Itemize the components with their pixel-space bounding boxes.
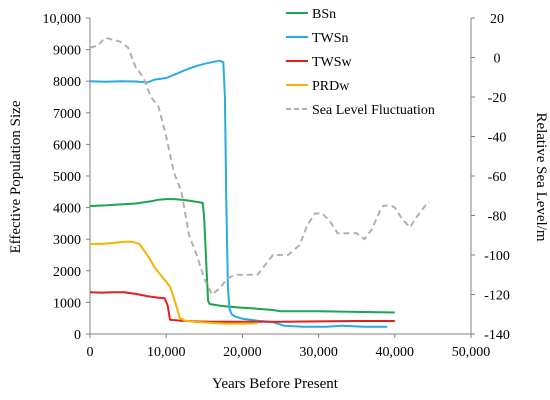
y-tick-label: 10,000 <box>43 12 82 27</box>
y-tick-label: 8000 <box>53 75 81 90</box>
x-tick-label: 50,000 <box>452 345 491 360</box>
y2-tick-label: -80 <box>488 210 507 225</box>
x-tick-label: 20,000 <box>223 345 262 360</box>
y-tick-label: 3000 <box>53 233 81 248</box>
series-line-twsn <box>89 59 388 328</box>
x-tick-label: 0 <box>87 345 94 360</box>
y2-tick-label: -20 <box>488 91 507 106</box>
y2-tick-label: -40 <box>488 131 507 146</box>
plot-area <box>89 36 430 328</box>
legend-label: TWSn <box>312 31 349 46</box>
legend-label: PRDw <box>312 79 350 94</box>
y-tick-label: 4000 <box>53 202 81 217</box>
y2-tick-label: -120 <box>484 289 510 304</box>
axes: 0 10,000 20,000 30,000 40,000 50,000 0 1000 2000… <box>43 12 510 360</box>
y2-axis-title: Relative Sea Level/m <box>533 112 549 241</box>
y2-tick-label: -140 <box>484 328 510 343</box>
legend-label: BSn <box>312 7 336 22</box>
legend-label: Sea Level Fluctuation <box>312 103 435 118</box>
series-line-prdw <box>90 240 258 325</box>
y-tick-label: 0 <box>74 328 81 343</box>
x-tick-label: 30,000 <box>299 345 338 360</box>
series-line-sea-level-fluctuation <box>89 36 430 296</box>
series-line-twsw <box>89 291 395 323</box>
y-tick-label: 2000 <box>53 265 81 280</box>
y2-tick-label: 20 <box>490 12 504 27</box>
y-tick-label: 6000 <box>53 138 81 153</box>
y2-tick-label: 0 <box>494 52 501 67</box>
y2-tick-label: -60 <box>488 170 507 185</box>
legend-label: TWSw <box>312 55 353 70</box>
series-line-bsn <box>89 198 395 314</box>
y-tick-label: 9000 <box>53 44 81 59</box>
y2-tick-label: -100 <box>484 249 510 264</box>
x-axis-title: Years Before Present <box>212 376 339 392</box>
legend: BSn TWSn TWSw PRDw Sea Level Fluctuation <box>286 7 435 118</box>
y-axis-title: Effective Population Size <box>8 100 24 253</box>
x-tick-label: 10,000 <box>147 345 186 360</box>
y-tick-label: 5000 <box>53 170 81 185</box>
y-tick-label: 7000 <box>53 107 81 122</box>
y-tick-label: 1000 <box>53 296 81 311</box>
x-tick-label: 40,000 <box>376 345 415 360</box>
